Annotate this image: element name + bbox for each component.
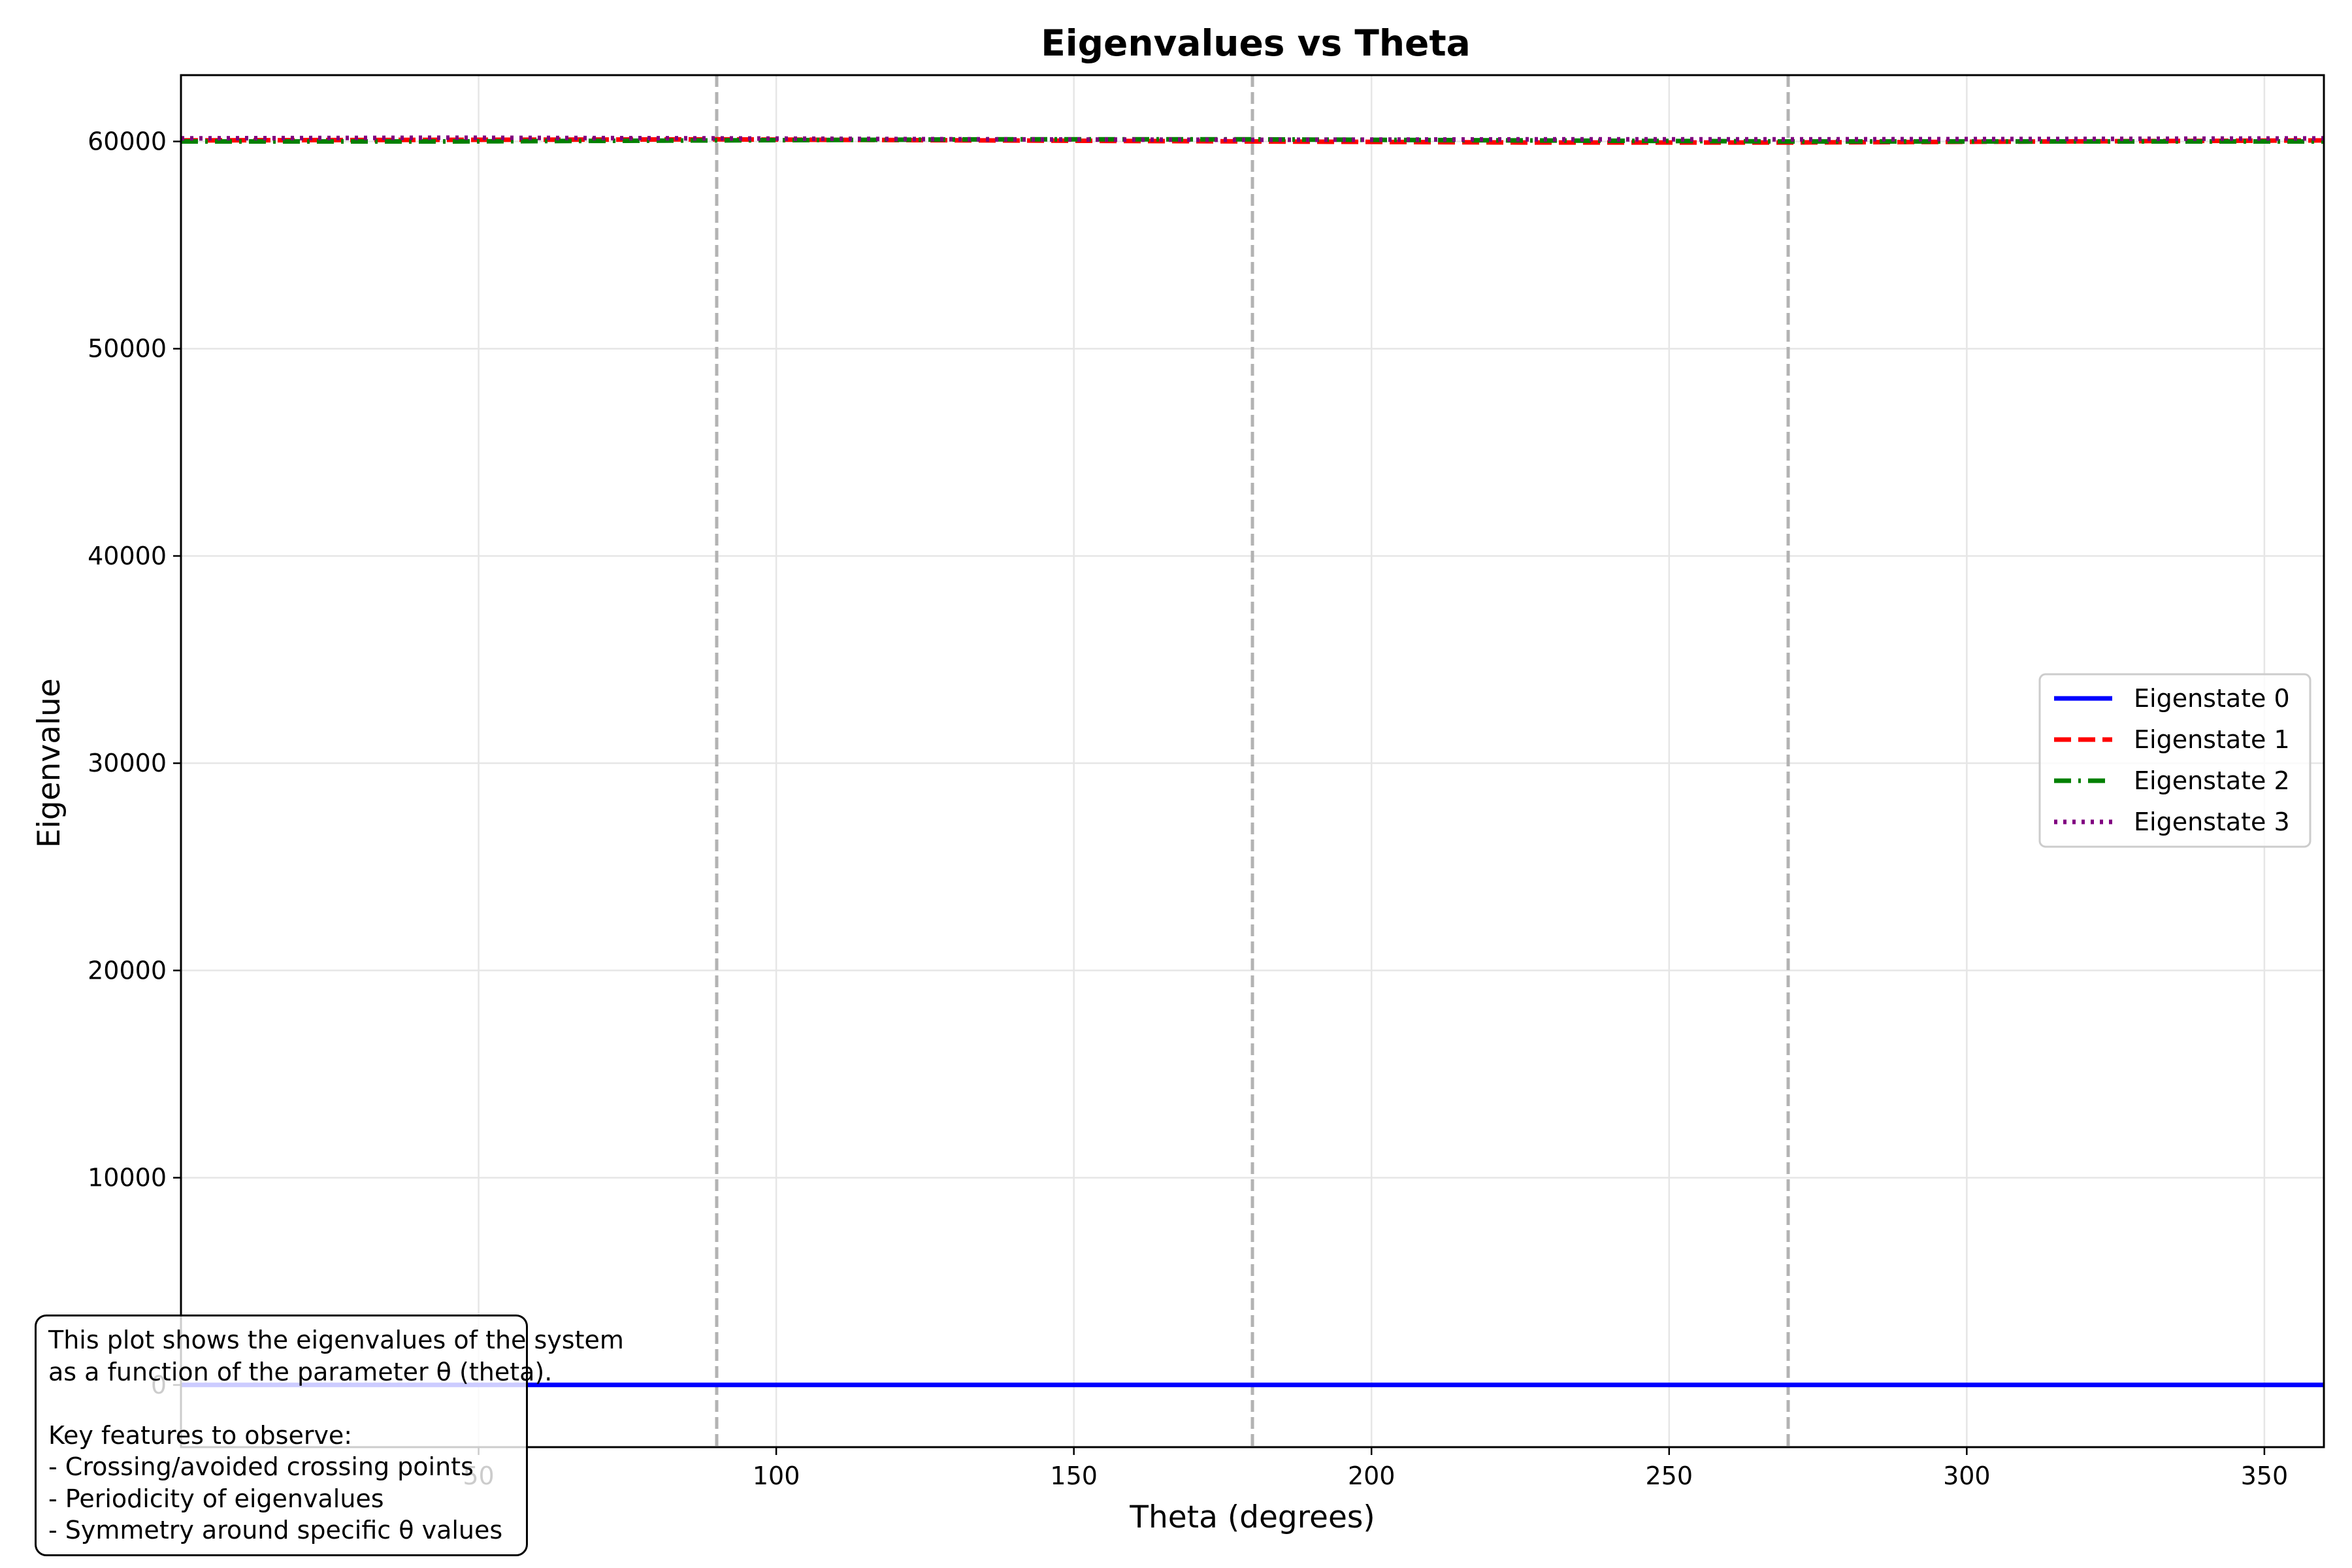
y-tick-label: 30000 bbox=[88, 749, 167, 777]
x-tick-label: 150 bbox=[1050, 1462, 1098, 1490]
plot-area-frame bbox=[180, 74, 2325, 1448]
annotation-line: This plot shows the eigenvalues of the s… bbox=[48, 1326, 624, 1354]
y-tick-label: 10000 bbox=[88, 1164, 167, 1192]
annotation-line: as a function of the parameter θ (theta)… bbox=[48, 1357, 553, 1386]
series-line bbox=[180, 135, 2325, 142]
x-tick-label: 350 bbox=[2241, 1462, 2289, 1490]
annotation-box: This plot shows the eigenvalues of the s… bbox=[35, 1315, 624, 1556]
y-tick-label: 60000 bbox=[88, 127, 167, 156]
x-tick-label: 200 bbox=[1348, 1462, 1396, 1490]
x-tick-label: 300 bbox=[1943, 1462, 1991, 1490]
annotation-line: - Periodicity of eigenvalues bbox=[48, 1484, 384, 1513]
annotation-line: - Crossing/avoided crossing points bbox=[48, 1452, 474, 1481]
legend: Eigenstate 0 Eigenstate 1 Eigenstate 2 Eige… bbox=[2038, 673, 2311, 848]
chart-title: Eigenvalues vs Theta bbox=[1041, 22, 1471, 64]
y-tick-label: 20000 bbox=[88, 956, 167, 985]
annotation-line: Key features to observe: bbox=[48, 1420, 353, 1450]
legend-label: Eigenstate 0 bbox=[2134, 684, 2290, 713]
x-axis-label: Theta (degrees) bbox=[1129, 1499, 1375, 1535]
reference-lines bbox=[715, 75, 1790, 1447]
annotation-line: - Symmetry around specific θ values bbox=[48, 1516, 503, 1544]
y-tick-label: 40000 bbox=[88, 542, 167, 570]
x-tick-label: 100 bbox=[753, 1462, 800, 1490]
legend-label: Eigenstate 1 bbox=[2134, 725, 2290, 754]
y-tick-label: 50000 bbox=[88, 335, 167, 363]
legend-frame bbox=[2038, 673, 2311, 848]
y-axis-label: Eigenvalue bbox=[31, 678, 67, 848]
series-lines bbox=[180, 135, 2325, 1388]
x-tick-label: 250 bbox=[1646, 1462, 1693, 1490]
legend-label: Eigenstate 3 bbox=[2134, 808, 2290, 836]
annotation-line bbox=[48, 1388, 526, 1420]
legend-label: Eigenstate 2 bbox=[2134, 766, 2290, 795]
